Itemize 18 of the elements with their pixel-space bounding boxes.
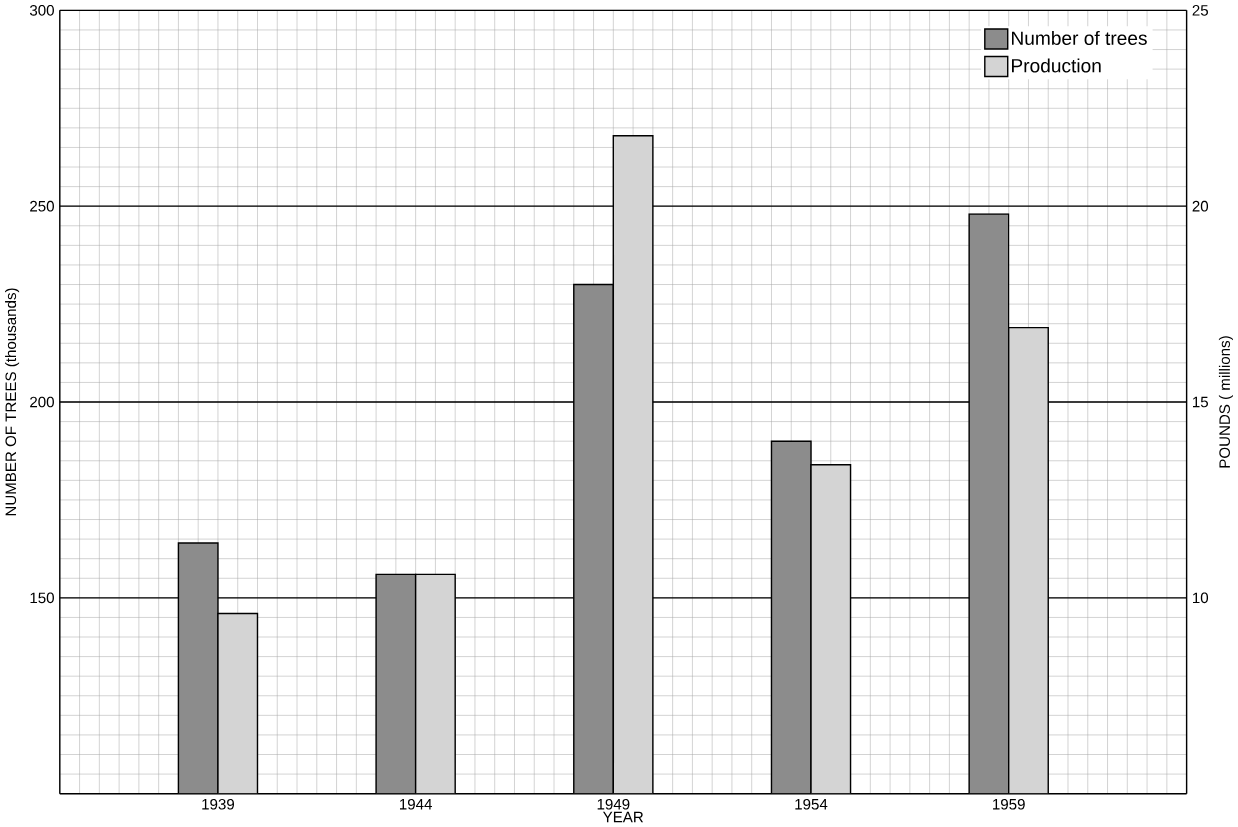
- y-tick-label: 250: [30, 200, 54, 212]
- y2-tick-label: 20: [1192, 200, 1209, 212]
- x-tick-label: 1939: [202, 798, 235, 810]
- y-axis-title: NUMBER OF TREES (thousands): [5, 288, 20, 516]
- y-tick-label: 300: [29, 4, 54, 16]
- y2-tick-label: 10: [1193, 592, 1209, 604]
- legend-label: Number of trees: [1012, 30, 1147, 45]
- y2-tick-label: 25: [1192, 4, 1209, 16]
- x-axis-title: YEAR: [602, 811, 644, 823]
- y2-axis-title: POUNDS ( millions): [1218, 336, 1233, 468]
- x-tick-label: 1954: [795, 798, 828, 810]
- x-tick-label: 1949: [597, 798, 630, 810]
- x-tick-label: 1944: [399, 798, 432, 810]
- y-tick-label: 200: [30, 396, 54, 408]
- legend-label: Production: [1012, 58, 1101, 73]
- y-tick-label: 150: [30, 592, 54, 604]
- x-tick-label: 1959: [993, 798, 1025, 810]
- y2-tick-label: 15: [1193, 396, 1209, 408]
